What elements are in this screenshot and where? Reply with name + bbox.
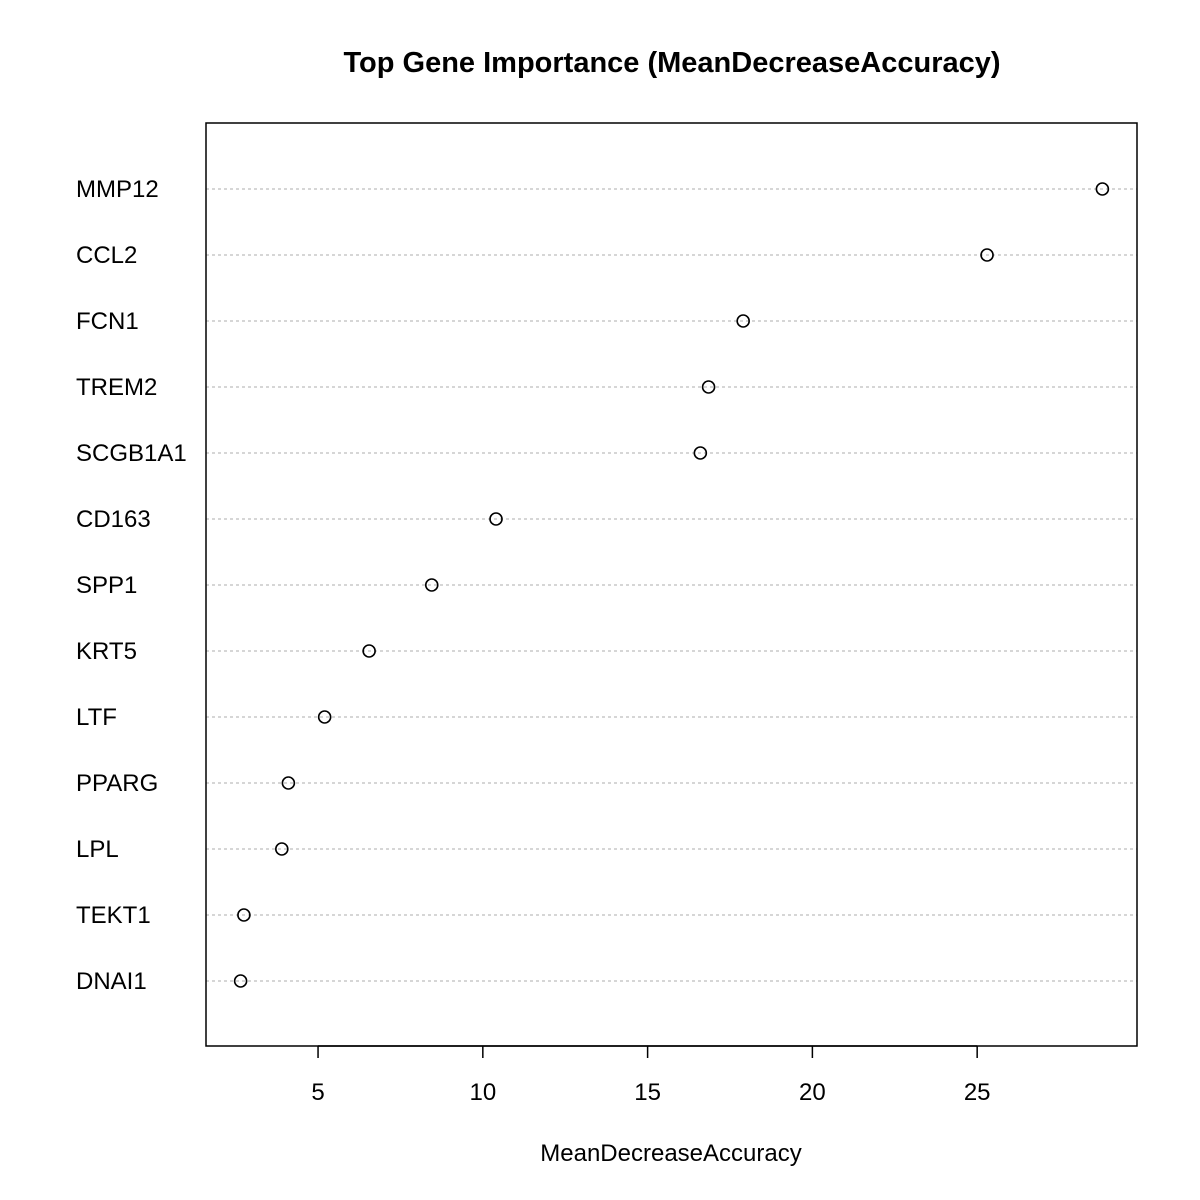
data-point xyxy=(736,314,750,328)
category-label: CCL2 xyxy=(76,242,137,269)
data-point xyxy=(237,908,251,922)
data-point xyxy=(693,446,708,460)
data-point xyxy=(980,248,994,262)
data-points xyxy=(233,182,1110,988)
category-label: TEKT1 xyxy=(76,902,151,929)
category-label: FCN1 xyxy=(76,308,139,335)
category-label: MMP12 xyxy=(76,176,159,203)
category-label: KRT5 xyxy=(76,638,137,665)
x-tick-label: 10 xyxy=(469,1079,496,1106)
x-axis-label: MeanDecreaseAccuracy xyxy=(540,1140,801,1167)
data-point xyxy=(233,974,248,988)
data-point xyxy=(317,710,332,724)
category-label: PPARG xyxy=(76,770,158,797)
grid-lines xyxy=(206,188,1137,982)
x-tick-label: 5 xyxy=(311,1079,324,1106)
x-tick-label: 20 xyxy=(799,1079,826,1106)
data-point xyxy=(1095,182,1110,196)
data-point xyxy=(274,842,289,856)
x-tick-label: 25 xyxy=(964,1079,991,1106)
category-labels: MMP12 CCL2 FCN1 TREM2 SCGB1A1 CD163 SPP1 KRT5 LT… xyxy=(76,176,187,995)
category-label: CD163 xyxy=(76,506,151,533)
x-tick-label: 15 xyxy=(634,1079,661,1106)
data-point xyxy=(362,644,376,658)
category-label: DNAI1 xyxy=(76,968,147,995)
data-point xyxy=(489,512,503,526)
category-label: SPP1 xyxy=(76,572,137,599)
x-axis: 5 10 15 20 25 xyxy=(311,1045,991,1106)
category-label: SCGB1A1 xyxy=(76,440,187,467)
chart-title: Top Gene Importance (MeanDecreaseAccurac… xyxy=(343,47,1000,79)
data-point xyxy=(424,578,439,592)
category-label: LTF xyxy=(76,704,117,731)
data-point xyxy=(281,776,296,790)
category-label: LPL xyxy=(76,836,119,863)
category-label: TREM2 xyxy=(76,374,157,401)
data-point xyxy=(701,380,716,394)
